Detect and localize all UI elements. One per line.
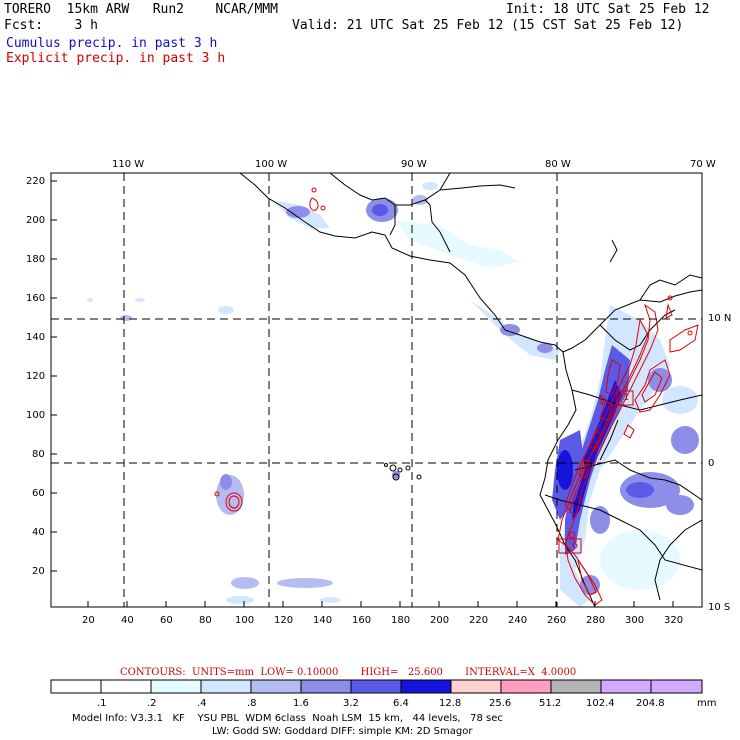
- colorbar-swatch-12: [650, 679, 703, 694]
- lat-label-10s: 10 S: [708, 602, 731, 613]
- left-tick-label: 180: [26, 254, 46, 265]
- left-tick-label: 140: [26, 332, 46, 343]
- colorbar-swatch-0: [50, 679, 102, 694]
- forecast-hour: Fcst: 3 h: [4, 18, 98, 33]
- model-info: Model Info: V3.3.1 KF YSU PBL WDM 6class…: [72, 713, 503, 724]
- lon-label-90w: 90 W: [401, 159, 427, 170]
- bottom-tick-label: 20: [82, 615, 95, 626]
- colorbar-swatch-1: [100, 679, 152, 694]
- lon-label-70w: 70 W: [690, 159, 716, 170]
- colorbar-swatch-8: [450, 679, 502, 694]
- lon-label-80w: 80 W: [545, 159, 571, 170]
- colorbar-unit: mm: [697, 698, 717, 709]
- colorbar-label: 1.6: [293, 698, 309, 709]
- lat-label-10n: 10 N: [708, 313, 732, 324]
- bottom-tick-label: 200: [430, 615, 450, 626]
- colorbar-label: .8: [247, 698, 257, 709]
- colorbar-swatch-11: [600, 679, 652, 694]
- bottom-tick-label: 120: [274, 615, 294, 626]
- colorbar-label: 204.8: [636, 698, 665, 709]
- bottom-tick-label: 100: [235, 615, 255, 626]
- bottom-tick-label: 80: [199, 615, 212, 626]
- physics-info: LW: Godd SW: Goddard DIFF: simple KM: 2D…: [212, 726, 473, 737]
- colorbar-swatch-7: [400, 679, 452, 694]
- colorbar-swatch-6: [350, 679, 402, 694]
- colorbar-swatch-5: [300, 679, 352, 694]
- lat-label-0: 0: [708, 458, 715, 469]
- left-tick-label: 220: [26, 176, 46, 187]
- bottom-tick-label: 320: [664, 615, 684, 626]
- colorbar-swatch-4: [250, 679, 302, 694]
- colorbar-swatch-10: [550, 679, 602, 694]
- bottom-tick-label: 140: [313, 615, 333, 626]
- coastlines: [239, 173, 702, 607]
- lon-label-110w: 110 W: [112, 159, 145, 170]
- colorbar-label: 6.4: [393, 698, 409, 709]
- bottom-tick-label: 60: [160, 615, 173, 626]
- bottom-tick-label: 260: [547, 615, 567, 626]
- colorbar-label: 12.8: [439, 698, 462, 709]
- left-tick-label: 20: [32, 566, 45, 577]
- colorbar-swatch-2: [150, 679, 202, 694]
- bottom-tick-label: 300: [625, 615, 645, 626]
- bottom-tick-label: 160: [352, 615, 372, 626]
- model-title: TORERO 15km ARW Run2 NCAR/MMM: [4, 2, 278, 17]
- contours-info: CONTOURS: UNITS=mm LOW= 0.10000 HIGH= 25…: [120, 667, 577, 678]
- marker-label-6: 6: [572, 540, 579, 551]
- valid-time: Valid: 21 UTC Sat 25 Feb 12 (15 CST Sat …: [292, 18, 684, 33]
- left-tick-label: 60: [32, 488, 45, 499]
- colorbar-label: .4: [197, 698, 207, 709]
- left-tick-label: 40: [32, 527, 45, 538]
- colorbar-label: 25.6: [489, 698, 512, 709]
- marker-label-1: 1: [623, 392, 630, 403]
- colorbar-swatch-9: [500, 679, 552, 694]
- bottom-tick-label: 220: [469, 615, 489, 626]
- cumulus-legend: Cumulus precip. in past 3 h: [6, 36, 218, 51]
- lon-label-100w: 100 W: [255, 159, 288, 170]
- precip-shading: [87, 182, 699, 607]
- colorbar-label: 102.4: [586, 698, 615, 709]
- lat-lon-grid: [51, 173, 702, 607]
- colorbar-label: 3.2: [343, 698, 359, 709]
- colorbar-label: .2: [147, 698, 157, 709]
- map-frame: [50, 172, 703, 608]
- bottom-tick-label: 240: [508, 615, 528, 626]
- colorbar: [50, 679, 703, 694]
- init-time: Init: 18 UTC Sat 25 Feb 12: [506, 2, 710, 17]
- colorbar-label: 51.2: [539, 698, 562, 709]
- left-tick-label: 120: [26, 371, 46, 382]
- explicit-legend: Explicit precip. in past 3 h: [6, 51, 226, 66]
- bottom-tick-label: 280: [586, 615, 606, 626]
- left-tick-label: 160: [26, 293, 46, 304]
- colorbar-label: .1: [97, 698, 107, 709]
- left-ticks: [51, 180, 57, 572]
- bottom-tick-label: 180: [391, 615, 411, 626]
- left-tick-label: 200: [26, 215, 46, 226]
- bottom-ticks: [87, 601, 674, 607]
- colorbar-swatch-3: [200, 679, 252, 694]
- location-markers: [558, 390, 634, 554]
- left-tick-label: 80: [32, 449, 45, 460]
- bottom-tick-label: 40: [121, 615, 134, 626]
- left-tick-label: 100: [26, 410, 46, 421]
